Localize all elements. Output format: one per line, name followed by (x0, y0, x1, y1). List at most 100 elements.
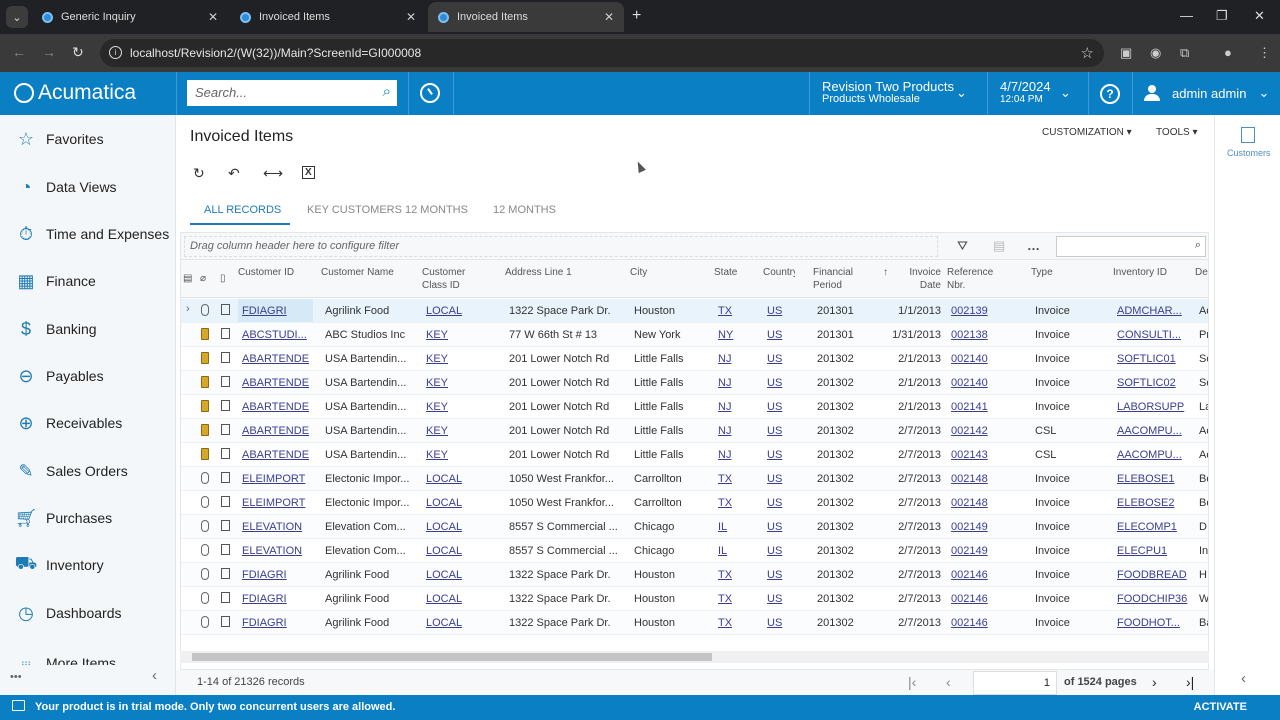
note-icon[interactable] (201, 424, 209, 436)
global-search-input[interactable]: Search... ⌕ (187, 80, 397, 106)
tab-view-icon[interactable]: ▣ (1120, 45, 1133, 60)
browser-tab-generic-inquiry[interactable]: Generic Inquiry ✕ (32, 2, 228, 32)
customization-menu[interactable]: CUSTOMIZATION ▾ (1042, 127, 1132, 138)
document-icon[interactable] (221, 304, 230, 315)
col-invoice-date[interactable]: Invoice Date (909, 267, 941, 291)
cell-state[interactable]: NJ (718, 377, 732, 389)
cell-inventory-id[interactable]: ELECOMP1 (1117, 521, 1177, 533)
sidebar-item-receivables[interactable]: ⊕ Receivables (16, 413, 122, 433)
new-tab-button[interactable]: + (632, 7, 642, 24)
bookmark-star-icon[interactable]: ☆ (1080, 45, 1094, 62)
cell-customer-id[interactable]: FDIAGRI (238, 299, 313, 322)
acumatica-logo[interactable]: Acumatica (14, 81, 136, 105)
cell-inventory-id[interactable]: ELEBOSE2 (1117, 497, 1175, 509)
url-field[interactable]: i localhost/Revision2/(W(32))/Main?Scree… (100, 39, 1104, 67)
close-window-button[interactable]: ✕ (1254, 8, 1265, 23)
note-icon[interactable] (201, 448, 209, 460)
tab-all-records[interactable]: ALL RECORDS (204, 204, 282, 216)
document-icon[interactable] (221, 544, 230, 555)
cell-inventory-id[interactable]: AACOMPU... (1117, 425, 1182, 437)
scrollbar-thumb[interactable] (192, 653, 712, 661)
cell-state[interactable]: NJ (718, 449, 732, 461)
cell-state[interactable]: TX (718, 569, 733, 581)
attachment-icon[interactable] (201, 568, 209, 580)
last-page-icon[interactable]: ›| (1186, 674, 1195, 690)
document-icon[interactable] (221, 352, 230, 363)
cell-state[interactable]: IL (718, 545, 728, 557)
cell-reference-nbr[interactable]: 002149 (951, 521, 988, 533)
profile-avatar-icon[interactable]: ● (1224, 45, 1232, 60)
col-reference-nbr[interactable]: Reference Nbr. (947, 267, 994, 291)
document-icon[interactable] (221, 520, 230, 531)
filter-drop-zone[interactable] (184, 236, 938, 257)
col-address-line-1[interactable]: Address Line 1 (505, 267, 572, 278)
cell-customer-id[interactable]: ELEVATION (242, 545, 303, 557)
cell-inventory-id[interactable]: ADMCHAR... (1117, 305, 1182, 317)
cell-reference-nbr[interactable]: 002141 (951, 401, 988, 413)
document-icon[interactable] (221, 400, 230, 411)
restore-button[interactable]: ❐ (1216, 8, 1228, 23)
cell-customer-class-id[interactable]: KEY (426, 401, 449, 413)
cell-customer-class-id[interactable]: LOCAL (426, 497, 463, 509)
note-icon[interactable] (201, 400, 209, 412)
chevron-down-icon[interactable]: ⌄ (956, 85, 967, 100)
table-row[interactable]: ELEIMPORT Electonic Impor... LOCAL 1050 Wes… (181, 467, 1208, 491)
recent-history-icon[interactable] (420, 83, 440, 103)
note-icon[interactable] (201, 352, 209, 364)
cell-customer-id[interactable]: ELEIMPORT (242, 497, 306, 509)
cell-customer-id[interactable]: FDIAGRI (242, 617, 287, 629)
cell-inventory-id[interactable]: CONSULTI... (1117, 329, 1181, 341)
cell-state[interactable]: NJ (718, 353, 732, 365)
attachment-icon[interactable] (201, 304, 209, 316)
refresh-icon[interactable]: ↻ (193, 165, 205, 181)
sidebar-item-data-views[interactable]: ◔ Data Views (16, 177, 117, 197)
expand-panel-icon[interactable]: ‹ (1241, 670, 1246, 687)
cell-customer-class-id[interactable]: KEY (426, 353, 449, 365)
back-icon[interactable]: ← (12, 44, 26, 60)
col-state[interactable]: State (714, 267, 738, 278)
cell-customer-id[interactable]: ABARTENDE (242, 425, 310, 437)
more-options-icon[interactable]: ••• (10, 671, 22, 683)
document-icon[interactable] (221, 592, 230, 603)
cell-customer-class-id[interactable]: LOCAL (426, 617, 463, 629)
next-page-icon[interactable]: › (1152, 674, 1157, 690)
cell-customer-class-id[interactable]: KEY (426, 449, 449, 461)
cell-country[interactable]: US (767, 521, 783, 533)
col-customer-id[interactable]: Customer ID (238, 267, 295, 278)
export-excel-icon[interactable]: X (302, 166, 315, 179)
attachment-icon[interactable] (201, 520, 209, 532)
cell-country[interactable]: US (767, 473, 783, 485)
cell-reference-nbr[interactable]: 002140 (951, 377, 988, 389)
cell-country[interactable]: US (767, 545, 783, 557)
note-icon[interactable] (201, 328, 209, 340)
close-tab-icon[interactable]: ✕ (603, 10, 614, 24)
cell-reference-nbr[interactable]: 002138 (951, 329, 988, 341)
cell-state[interactable]: NJ (718, 401, 732, 413)
prev-page-icon[interactable]: ‹ (946, 674, 951, 690)
chevron-down-icon[interactable]: ⌄ (1060, 85, 1071, 100)
browser-menu-icon[interactable]: ⋮ (1258, 45, 1271, 60)
table-row[interactable]: ELEVATION Elevation Com... LOCAL 8557 S Com… (181, 539, 1208, 563)
cell-country[interactable]: US (767, 377, 783, 389)
cell-customer-id[interactable]: FDIAGRI (242, 569, 287, 581)
close-tab-icon[interactable]: ✕ (207, 10, 218, 24)
document-icon[interactable] (221, 448, 230, 459)
cell-state[interactable]: NJ (718, 425, 732, 437)
tenant-selector[interactable]: Revision Two Products Products Wholesale (822, 79, 954, 105)
cell-inventory-id[interactable]: LABORSUPP (1117, 401, 1185, 413)
document-icon[interactable] (221, 568, 230, 579)
cell-customer-id[interactable]: ABCSTUDI... (242, 329, 307, 341)
table-row[interactable]: FDIAGRI Agrilink Food LOCAL 1322 Space Park… (181, 587, 1208, 611)
cell-customer-class-id[interactable]: LOCAL (426, 305, 463, 317)
cell-inventory-id[interactable]: FOODCHIP36 (1117, 593, 1188, 605)
col-customer-name[interactable]: Customer Name (321, 267, 394, 278)
business-date-selector[interactable]: 4/7/2024 12:04 PM (1000, 79, 1051, 105)
save-filter-icon[interactable]: ▤ (993, 238, 1006, 253)
table-row[interactable]: ELEIMPORT Electonic Impor... LOCAL 1050 Wes… (181, 491, 1208, 515)
cell-country[interactable]: US (767, 425, 783, 437)
cell-customer-class-id[interactable]: LOCAL (426, 521, 463, 533)
sidebar-item-sales-orders[interactable]: ✎ Sales Orders (16, 461, 127, 481)
first-page-icon[interactable]: |‹ (908, 674, 917, 690)
help-icon[interactable]: ? (1100, 84, 1120, 104)
table-row[interactable]: ELEVATION Elevation Com... LOCAL 8557 S Com… (181, 515, 1208, 539)
